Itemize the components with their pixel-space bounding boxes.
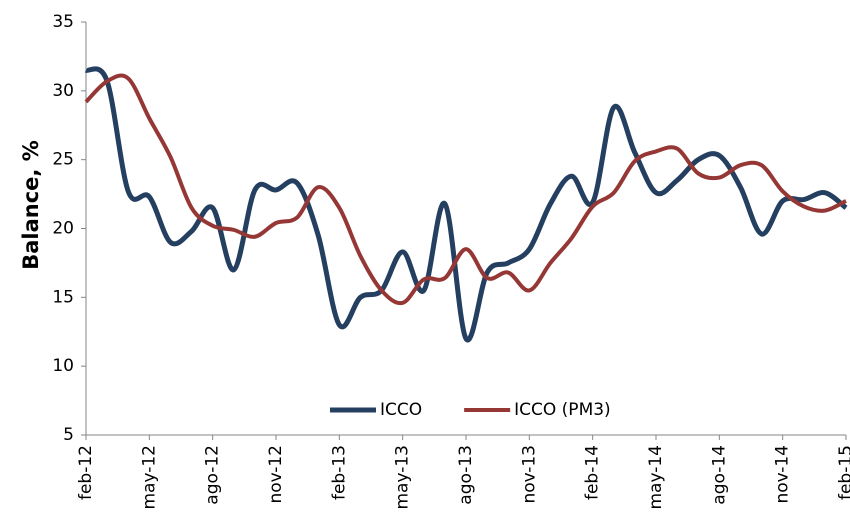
x-tick-label: may-13 [393, 445, 413, 510]
y-tick-label: 25 [52, 150, 74, 170]
x-tick-label: nov-12 [266, 445, 286, 504]
x-tick-label: feb-14 [583, 445, 603, 500]
x-tick-label: may-12 [139, 445, 159, 510]
x-tick-label: may-14 [646, 445, 666, 510]
y-tick-label: 35 [52, 12, 74, 32]
x-tick-label: ago-13 [456, 445, 476, 505]
y-tick-label: 5 [63, 425, 74, 445]
legend-label: ICCO [380, 400, 422, 420]
x-tick-label: feb-15 [836, 445, 850, 500]
x-tick-label: nov-14 [773, 445, 793, 504]
x-tick-label: nov-13 [519, 445, 539, 504]
x-tick-label: ago-12 [203, 445, 223, 505]
series-line [84, 66, 848, 343]
x-tick-label: ago-14 [709, 445, 729, 505]
y-axis-label: Balance, % [19, 140, 43, 270]
y-tick-label: 20 [52, 219, 74, 239]
y-tick-label: 10 [52, 356, 74, 376]
x-tick-label: feb-13 [329, 445, 349, 500]
series-line [84, 73, 847, 306]
y-tick-label: 30 [52, 81, 74, 101]
legend-label: ICCO (PM3) [514, 400, 611, 420]
y-tick-label: 15 [52, 287, 74, 307]
x-tick-label: feb-12 [76, 445, 96, 500]
